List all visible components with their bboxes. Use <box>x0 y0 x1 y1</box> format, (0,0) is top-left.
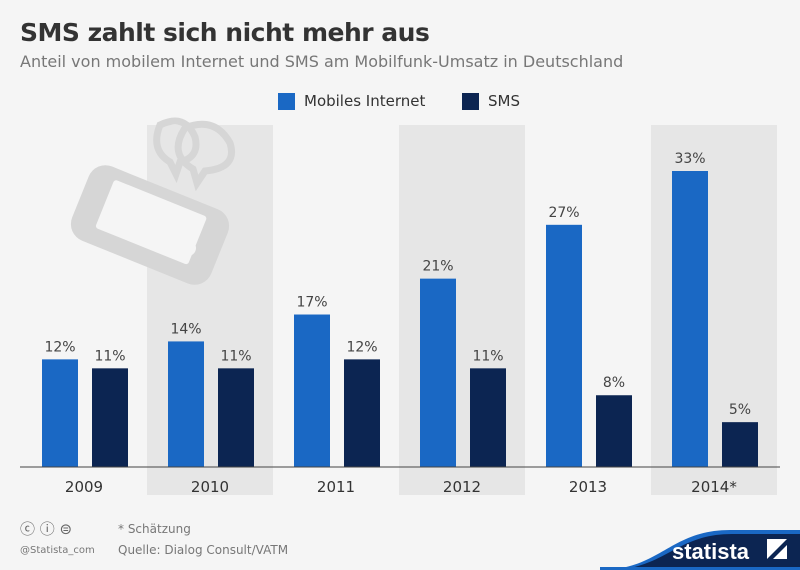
data-label: 33% <box>674 151 705 167</box>
bar-internet <box>546 224 582 467</box>
bar-internet <box>168 341 204 467</box>
data-label: 14% <box>170 321 201 337</box>
data-label: 12% <box>44 339 75 355</box>
data-label: 17% <box>296 295 327 311</box>
band-shade <box>399 125 525 495</box>
phone-illustration-icon <box>70 117 235 285</box>
band-shade <box>651 125 777 495</box>
source: Quelle: Dialog Consult/VATM <box>118 543 289 557</box>
cc-license-icon: ⓒ ⓘ ⊜ <box>20 520 73 538</box>
bar-sms <box>92 368 128 467</box>
bar-internet <box>42 359 78 467</box>
legend-item-internet: Mobiles Internet <box>278 92 425 110</box>
footnote: * Schätzung <box>118 522 191 536</box>
data-label: 27% <box>548 205 579 221</box>
bar-sms <box>344 359 380 467</box>
data-label: 21% <box>422 259 453 275</box>
bar-internet <box>672 171 708 467</box>
data-label: 12% <box>346 339 377 355</box>
legend-swatch <box>278 92 295 110</box>
x-tick-label: 2010 <box>191 478 229 496</box>
legend-item-sms: SMS <box>462 92 520 110</box>
bar-sms <box>218 368 254 467</box>
bar-sms <box>722 422 758 467</box>
data-label: 11% <box>472 348 503 364</box>
band-shade <box>147 125 273 495</box>
statista-handle: @Statista_com <box>20 545 95 556</box>
data-label: 11% <box>220 348 251 364</box>
data-label: 8% <box>603 375 625 391</box>
data-label: 11% <box>94 348 125 364</box>
chart-title: SMS zahlt sich nicht mehr aus <box>20 18 430 47</box>
x-tick-label: 2014* <box>691 478 737 496</box>
x-tick-label: 2011 <box>317 478 355 496</box>
legend-swatch <box>462 92 479 110</box>
x-tick-label: 2012 <box>443 478 481 496</box>
x-tick-label: 2013 <box>569 478 607 496</box>
legend-label: SMS <box>488 92 520 110</box>
data-label: 5% <box>729 402 751 418</box>
x-tick-label: 2009 <box>65 478 103 496</box>
statista-logo: statista <box>600 530 800 570</box>
bar-sms <box>470 368 506 467</box>
legend-label: Mobiles Internet <box>304 92 426 110</box>
bar-sms <box>596 395 632 467</box>
chart-subtitle: Anteil von mobilem Internet und SMS am M… <box>20 52 624 71</box>
bar-internet <box>294 314 330 467</box>
brand-text: statista <box>672 539 750 564</box>
bar-internet <box>420 278 456 467</box>
